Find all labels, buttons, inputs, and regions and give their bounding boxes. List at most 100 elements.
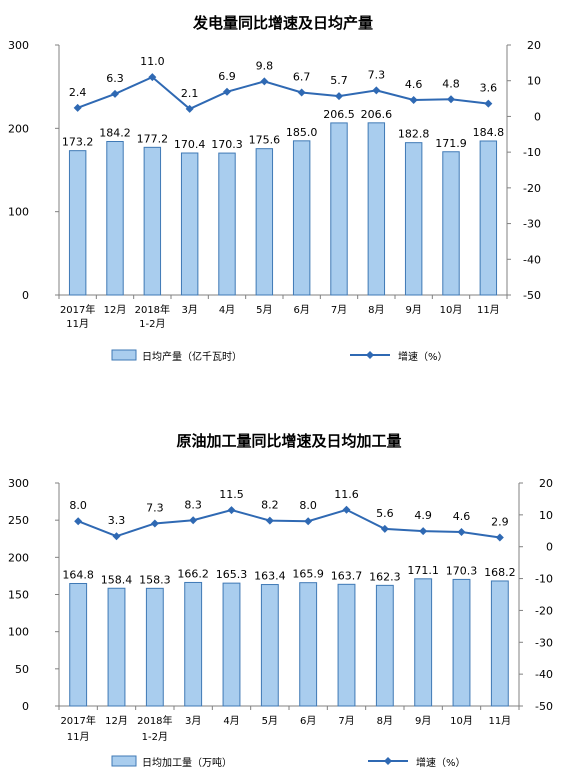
legend-bar-swatch [111,349,137,361]
bar-value-label: 184.8 [473,126,505,139]
bar [367,122,386,296]
bar-value-label: 184.2 [99,127,131,140]
line-point [335,92,343,101]
line-value-label: 6.7 [293,71,311,84]
legend-line-label: 增速（%） [416,756,466,769]
bar [69,582,88,707]
bar-value-label: 158.4 [101,573,133,586]
line-point [185,104,194,113]
line-point [74,517,83,526]
bar-value-label: 170.3 [211,138,243,151]
bar [260,584,279,707]
y-left-tick-label: 200 [8,551,29,564]
x-tick-label: 1-2月 [139,318,165,330]
line-point [380,524,389,533]
x-tick-label: 8月 [377,715,393,727]
line-point [419,527,428,536]
bar [337,583,356,707]
bar-value-label: 166.2 [177,567,209,580]
bar [106,141,124,296]
line-point [223,87,231,96]
bar [452,578,471,707]
bar-value-label: 185.0 [286,126,318,139]
y-left-tick-label: 100 [8,626,29,639]
y-left-tick-label: 300 [8,477,29,490]
bar [479,140,498,296]
y-right-tick-label: 20 [539,477,553,490]
line-point [372,86,381,95]
y-right-tick-label: -50 [535,700,553,713]
bar [414,578,433,707]
bar-value-label: 168.2 [484,566,516,579]
y-right-tick-label: -40 [535,668,553,681]
x-tick-label: 10月 [450,715,473,727]
y-right-tick-label: 0 [534,110,541,123]
bar-value-label: 182.8 [398,128,430,141]
x-tick-label: 7月 [338,715,354,727]
y-left-tick-label: 100 [8,206,29,219]
x-tick-label: 2017年 [60,714,95,727]
bar-value-label: 170.4 [174,138,206,151]
bar [490,580,509,707]
line-value-label: 4.6 [405,78,423,91]
line-value-label: 11.5 [219,488,244,501]
line-value-label: 4.9 [414,509,432,522]
line-point [484,99,493,108]
bar-value-label: 170.3 [446,564,478,577]
y-left-tick-label: 200 [8,122,29,135]
line-value-label: 7.3 [368,68,386,81]
line-value-label: 4.8 [442,77,460,90]
legend-line-marker [366,351,374,359]
legend-bar-label: 日均加工量（万吨） [142,756,232,769]
line-value-label: 4.6 [453,510,471,523]
x-tick-label: 3月 [185,715,201,727]
x-tick-label: 5月 [256,304,272,316]
bar [375,584,394,707]
y-right-tick-label: -30 [535,636,553,649]
y-right-tick-label: -50 [523,289,541,302]
line-value-label: 11.0 [140,55,165,68]
x-tick-label: 12月 [104,304,127,316]
x-tick-label: 11月 [67,731,90,743]
bar-value-label: 206.5 [323,108,355,121]
y-right-tick-label: -40 [523,253,541,266]
x-tick-label: 12月 [105,715,128,727]
bar-value-label: 177.2 [137,132,169,145]
line-value-label: 6.9 [218,70,236,83]
y-right-tick-label: -20 [523,182,541,195]
bar [330,122,348,296]
y-right-tick-label: 20 [527,39,541,52]
line-value-label: 2.9 [491,515,509,528]
chart-title: 原油加工量同比增速及日均加工量 [176,432,401,450]
bar [218,152,236,296]
line-value-label: 8.2 [261,499,279,512]
x-tick-label: 1-2月 [142,731,168,743]
y-right-tick-label: -10 [523,146,541,159]
bar-value-label: 206.6 [361,108,393,121]
y-right-tick-label: 0 [546,541,553,554]
line-point [260,77,269,86]
bar [442,151,460,296]
bar-value-label: 173.2 [62,136,94,149]
x-tick-label: 4月 [223,715,239,727]
x-tick-label: 2017年 [60,303,95,316]
y-right-tick-label: 10 [527,75,541,88]
x-tick-label: 2018年 [137,714,172,727]
line-value-label: 3.3 [108,514,126,527]
bar [180,152,199,296]
legend-line-marker [384,757,392,765]
y-left-tick-label: 0 [22,700,29,713]
line-point [297,88,306,97]
line-value-label: 11.6 [334,488,359,501]
x-tick-label: 4月 [219,304,235,316]
line-value-label: 5.7 [330,74,348,87]
line-point [148,73,157,82]
line-point [495,533,504,542]
line-value-label: 9.8 [256,59,274,72]
line-point [457,528,466,537]
bar [107,587,126,707]
x-tick-label: 11月 [477,304,500,316]
